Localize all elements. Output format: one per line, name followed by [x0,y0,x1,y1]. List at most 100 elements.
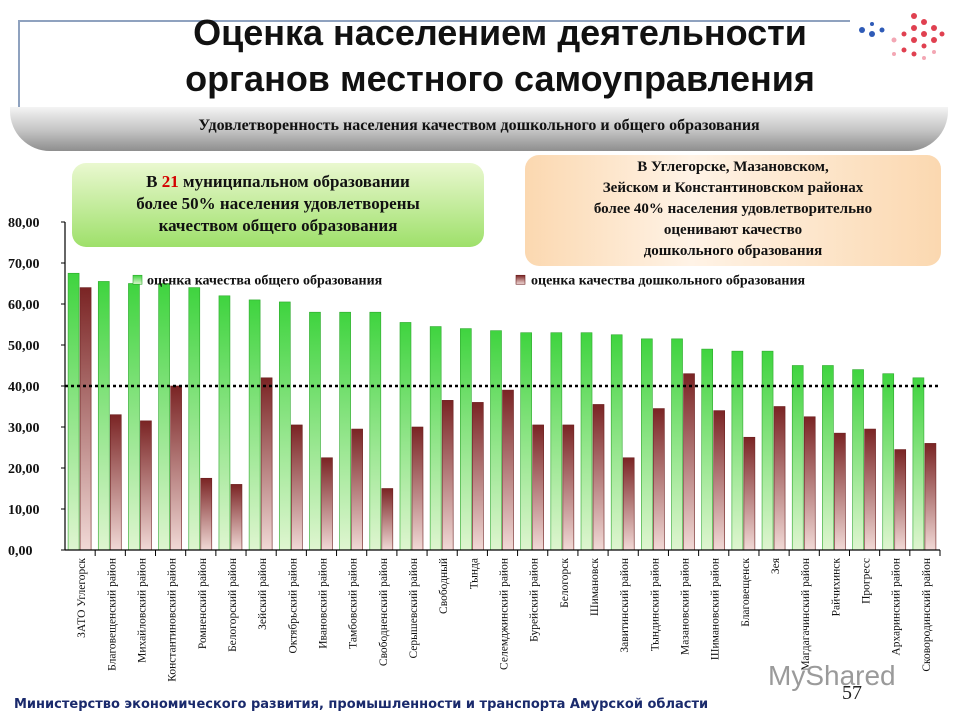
bar-preschool-education [170,385,182,551]
bar-general-education [248,299,261,551]
title-line-1: Оценка населением деятельности [193,12,807,53]
x-category-label: Бурейский район [529,558,541,642]
x-category-label: Тамбовский район [348,558,360,649]
title-line-2: органов местного самоуправления [185,58,815,99]
legend-swatch-general [132,274,143,285]
x-category-label: Благовещенск [740,558,752,627]
x-category-label: Зейский район [257,558,269,630]
bar-preschool-education [653,408,665,551]
bar-general-education [701,348,714,551]
decorative-dots-icon [859,13,945,60]
bar-general-education [369,311,382,551]
bar-general-education [641,338,653,551]
bar-general-education [188,287,201,551]
x-category-label: Тында [468,558,480,589]
x-category-label: Ромненский район [197,558,209,649]
bar-preschool-education [140,420,152,551]
bar-preschool-education [200,477,213,551]
x-category-label: Прогресс [861,558,873,604]
x-category-label: Тындинский район [649,558,661,651]
x-category-label: Райчихинск [830,558,842,617]
x-category-label: Михайловский район [136,558,148,663]
bar-general-education [580,332,593,551]
preschool-education-callout: В Углегорске, Мазановском, Зейском и Кон… [525,155,941,266]
y-tick-label: 10,00 [8,503,40,518]
green-callout-number: 21 [161,172,179,191]
page-number: 57 [842,682,862,704]
bar-preschool-education [592,404,605,551]
x-category-label: Мазановский район [680,558,692,655]
orange-callout-line: более 40% населения удовлетворительно [593,201,873,217]
green-callout-line-3: качеством общего образования [158,216,398,235]
orange-callout-line: Зейском и Константиновском районах [602,180,864,196]
x-category-label: Ивановский район [317,558,329,649]
x-category-label: Архаринский район [891,558,903,656]
bar-preschool-education [321,457,333,551]
footer-ministry: Министерство экономического развития, пр… [14,697,709,712]
x-category-label: Константиновский район [167,558,179,682]
x-category-label: Завитинский район [619,558,631,653]
orange-callout-line: В Углегорске, Мазановском, [637,159,829,175]
x-category-label: Октябрьский район [287,558,299,654]
bar-general-education [520,332,532,551]
bar-preschool-education [834,432,846,551]
bar-preschool-education [230,484,243,551]
green-callout-line-2: более 50% населения удовлетворены [136,194,420,213]
bar-general-education [97,281,110,551]
bar-general-education [822,365,834,551]
x-category-label: Свободненский район [378,558,390,666]
bar-general-education [309,311,321,551]
y-tick-label: 20,00 [8,462,40,477]
banner-text: Удовлетворенность населения качеством до… [198,117,760,134]
bar-general-education [67,272,80,551]
bar-preschool-education [472,402,484,551]
bar-preschool-education [713,410,726,551]
y-tick-label: 0,00 [8,544,33,559]
bar-preschool-education [773,406,786,551]
x-category-label: Селемджинский район [499,558,511,670]
x-category-label: Свободный [438,558,450,614]
bar-general-education [158,283,170,551]
bar-general-education [128,283,140,551]
bar-general-education [218,295,231,551]
bar-general-education [550,332,563,551]
bar-general-education [490,330,502,551]
y-tick-label: 30,00 [8,421,40,436]
legend-swatch-preschool [515,274,526,285]
x-category-label: Магдагачинский район [800,558,812,671]
bar-general-education [912,377,925,551]
bar-preschool-education [351,428,363,551]
x-category-label: Шимановск [589,558,601,616]
bar-general-education [339,311,351,551]
y-tick-label: 70,00 [8,257,40,272]
bar-preschool-education [441,400,454,551]
bar-general-education [761,350,774,551]
watermark-text: MyShared [768,660,896,691]
slide-title: Оценка населением деятельности органов м… [120,10,880,102]
y-tick-label: 80,00 [8,216,40,231]
green-callout-prefix: В [146,172,162,191]
bar-preschool-education [562,424,575,551]
x-category-label: Белогорск [559,558,571,608]
bar-preschool-education [260,377,273,551]
bar-preschool-education [924,443,937,551]
bar-preschool-education [864,428,876,551]
x-category-label: Зея [770,557,782,574]
x-category-label: Серышевский район [408,558,420,659]
bar-general-education [460,328,472,551]
x-category-label: Благовещенский район [106,558,118,671]
bar-preschool-education [502,389,514,551]
bar-preschool-education [532,424,544,551]
y-tick-label: 40,00 [8,380,40,395]
bar-general-education [610,334,623,551]
bar-preschool-education [79,287,92,551]
bar-general-education [882,373,895,551]
orange-callout-line: оценивают качество [663,222,803,238]
bar-general-education [429,326,442,551]
green-callout-line1-rest: муниципальном образовании [178,172,410,191]
bar-preschool-education [290,424,303,551]
bar-general-education [671,338,683,551]
watermark: MyShared [768,656,938,696]
subtitle-banner: Удовлетворенность населения качеством до… [10,107,948,151]
